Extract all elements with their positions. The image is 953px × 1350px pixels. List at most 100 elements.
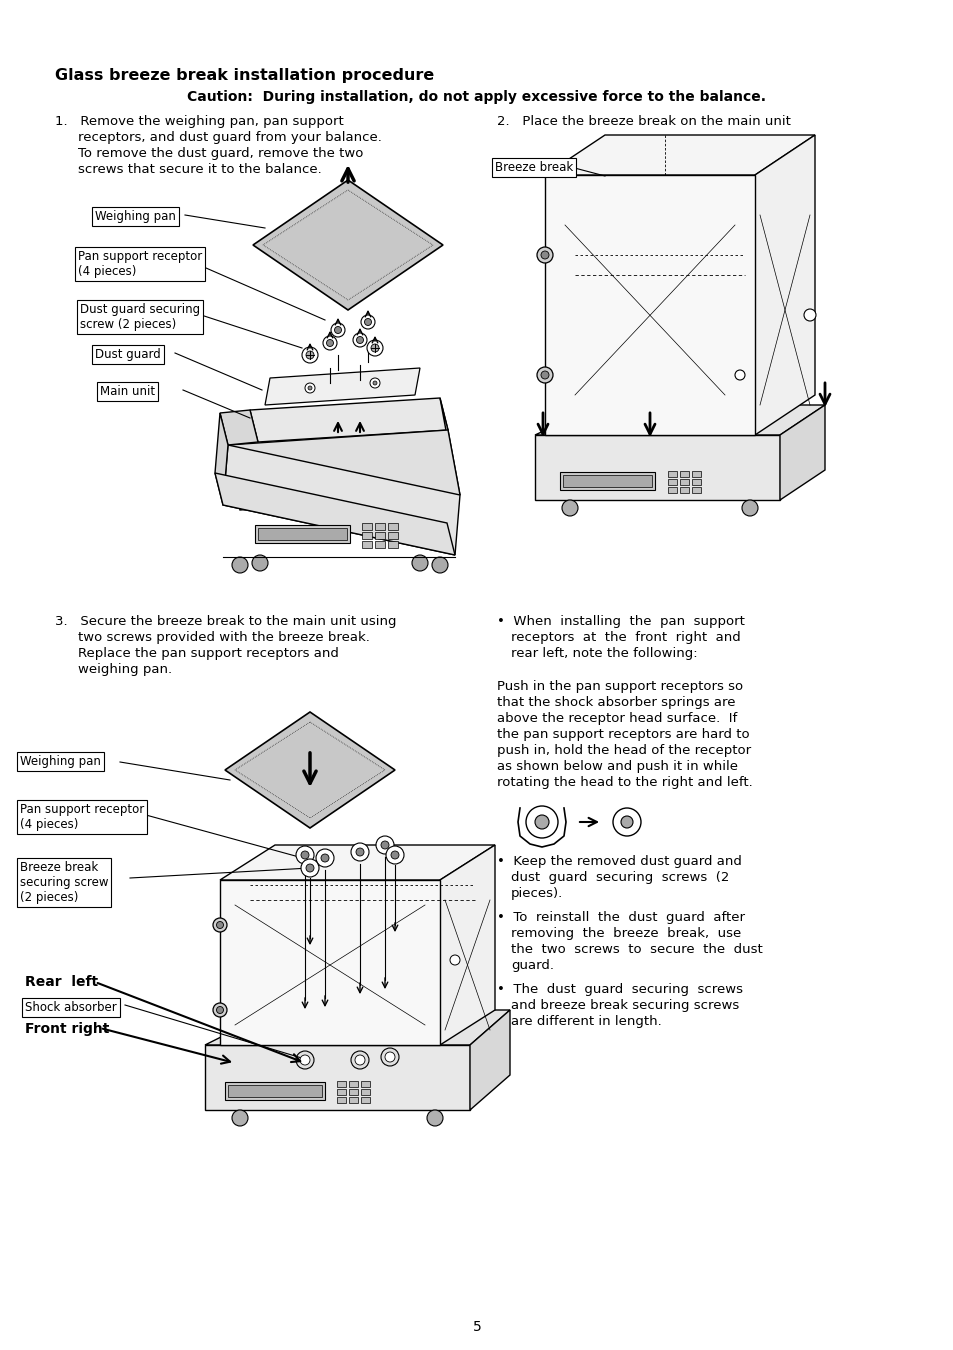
Polygon shape [205, 1010, 510, 1045]
Polygon shape [265, 369, 419, 405]
Circle shape [331, 323, 345, 338]
Polygon shape [205, 1045, 470, 1110]
Circle shape [353, 333, 367, 347]
Circle shape [535, 815, 548, 829]
Bar [349, 1098, 357, 1103]
Polygon shape [535, 435, 780, 500]
Text: the pan support receptors are hard to: the pan support receptors are hard to [497, 728, 749, 741]
Circle shape [525, 806, 558, 838]
Circle shape [380, 841, 389, 849]
Text: rear left, note the following:: rear left, note the following: [511, 647, 697, 660]
Text: Push in the pan support receptors so: Push in the pan support receptors so [497, 680, 742, 693]
Text: Caution:  During installation, do not apply excessive force to the balance.: Caution: During installation, do not app… [188, 90, 765, 104]
Circle shape [299, 1054, 310, 1065]
Bar [336, 1081, 346, 1087]
Text: Pan support receptor
(4 pieces): Pan support receptor (4 pieces) [78, 250, 202, 278]
Polygon shape [470, 1010, 510, 1110]
Bar [667, 487, 677, 493]
Circle shape [540, 251, 548, 259]
Text: Rear  left: Rear left [25, 975, 98, 990]
Text: Shock absorber: Shock absorber [25, 1000, 116, 1014]
Text: removing  the  breeze  break,  use: removing the breeze break, use [511, 927, 740, 940]
Circle shape [306, 351, 314, 359]
Polygon shape [214, 413, 228, 505]
Text: rotating the head to the right and left.: rotating the head to the right and left. [497, 776, 752, 788]
Circle shape [252, 555, 268, 571]
Polygon shape [220, 410, 257, 446]
Bar [667, 471, 677, 477]
Bar [228, 1085, 322, 1098]
Circle shape [364, 319, 371, 325]
Bar [388, 522, 397, 531]
Circle shape [370, 378, 379, 387]
Circle shape [412, 555, 428, 571]
Bar [375, 522, 385, 531]
Circle shape [432, 558, 448, 572]
Circle shape [301, 859, 318, 878]
Circle shape [375, 836, 394, 855]
Bar [361, 541, 372, 548]
Circle shape [734, 370, 744, 379]
Polygon shape [754, 135, 814, 435]
Circle shape [537, 247, 553, 263]
Circle shape [367, 340, 382, 356]
Circle shape [216, 1007, 223, 1014]
Text: 2.   Place the breeze break on the main unit: 2. Place the breeze break on the main un… [497, 115, 790, 128]
Bar [559, 472, 655, 490]
Polygon shape [220, 880, 439, 1045]
Bar [667, 479, 677, 485]
Circle shape [301, 850, 309, 859]
Bar [375, 541, 385, 548]
Polygon shape [544, 176, 754, 435]
Circle shape [232, 558, 248, 572]
Text: Dust guard: Dust guard [95, 348, 161, 360]
Text: and breeze break securing screws: and breeze break securing screws [511, 999, 739, 1012]
Bar [691, 471, 700, 477]
Circle shape [385, 1052, 395, 1062]
Bar [360, 1089, 370, 1095]
Text: Breeze break
securing screw
(2 pieces): Breeze break securing screw (2 pieces) [20, 861, 109, 905]
Bar [349, 1089, 357, 1095]
Text: 3.   Secure the breeze break to the main unit using: 3. Secure the breeze break to the main u… [55, 616, 396, 628]
Bar [360, 1098, 370, 1103]
Bar [375, 532, 385, 539]
Circle shape [216, 922, 223, 929]
Circle shape [360, 315, 375, 329]
Circle shape [561, 500, 578, 516]
Circle shape [613, 809, 640, 836]
Polygon shape [253, 180, 442, 310]
Text: screws that secure it to the balance.: screws that secure it to the balance. [78, 163, 321, 176]
Circle shape [351, 842, 369, 861]
Text: dust  guard  securing  screws  (2: dust guard securing screws (2 [511, 871, 729, 884]
Circle shape [537, 367, 553, 383]
Circle shape [295, 846, 314, 864]
Text: Weighing pan: Weighing pan [20, 755, 101, 768]
Polygon shape [220, 845, 495, 880]
Text: weighing pan.: weighing pan. [78, 663, 172, 676]
Bar [254, 525, 350, 543]
Bar [336, 1089, 346, 1095]
Circle shape [213, 1003, 227, 1017]
Polygon shape [228, 431, 459, 510]
Circle shape [305, 383, 314, 393]
Text: Replace the pan support receptors and: Replace the pan support receptors and [78, 647, 338, 660]
Text: •  To  reinstall  the  dust  guard  after: • To reinstall the dust guard after [497, 911, 744, 923]
Circle shape [391, 850, 398, 859]
Text: Pan support receptor
(4 pieces): Pan support receptor (4 pieces) [20, 803, 144, 832]
Text: Glass breeze break installation procedure: Glass breeze break installation procedur… [55, 68, 434, 82]
Circle shape [308, 386, 312, 390]
Bar [679, 471, 688, 477]
Circle shape [302, 347, 317, 363]
Circle shape [380, 1048, 398, 1067]
Circle shape [351, 1052, 369, 1069]
Text: pieces).: pieces). [511, 887, 562, 900]
Bar [349, 1081, 357, 1087]
Bar [388, 541, 397, 548]
Text: as shown below and push it in while: as shown below and push it in while [497, 760, 738, 774]
Polygon shape [439, 845, 495, 1045]
Bar [225, 1081, 325, 1100]
Circle shape [450, 954, 459, 965]
Circle shape [326, 339, 334, 347]
Text: guard.: guard. [511, 958, 554, 972]
Text: Front right: Front right [25, 1022, 110, 1035]
